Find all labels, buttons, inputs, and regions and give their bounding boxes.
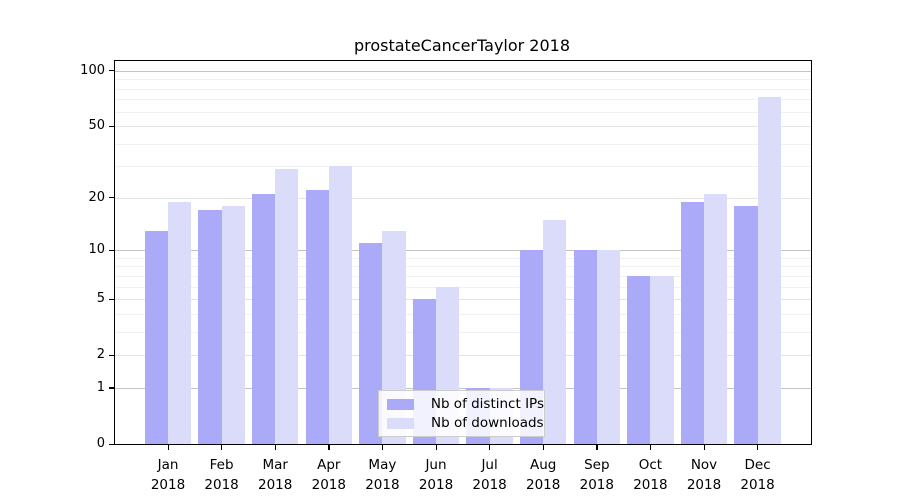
x-axis-tick-label: Aug 2018 bbox=[526, 457, 561, 493]
minor-gridline bbox=[115, 286, 811, 288]
x-axis-tick-label: Mar 2018 bbox=[258, 457, 293, 493]
bar-ips-may bbox=[359, 243, 383, 444]
legend-swatch-ips-icon bbox=[387, 398, 414, 410]
x-axis-tick-label: May 2018 bbox=[365, 457, 400, 493]
x-axis-tick-label: Jul 2018 bbox=[472, 457, 507, 493]
major-gridline bbox=[115, 126, 811, 127]
legend-label-ips: Nb of distinct IPs bbox=[430, 396, 544, 412]
y-axis-tick-label: 1 bbox=[96, 379, 105, 395]
x-axis-tick bbox=[596, 444, 598, 450]
x-axis-tick bbox=[381, 444, 384, 450]
x-axis-tick bbox=[542, 444, 544, 450]
legend: Nb of distinct IPs Nb of downloads bbox=[378, 390, 545, 437]
bar-ips-nov bbox=[680, 201, 704, 444]
minor-gridline bbox=[115, 79, 811, 81]
x-axis-tick bbox=[757, 444, 759, 450]
x-axis-tick-label: Apr 2018 bbox=[311, 457, 346, 493]
y-axis-tick-label: 20 bbox=[88, 189, 105, 205]
major-gridline bbox=[115, 355, 811, 357]
decade-gridline bbox=[115, 387, 811, 389]
y-axis-tick bbox=[109, 298, 115, 300]
y-axis-tick-label: 10 bbox=[88, 242, 105, 257]
y-axis-tick bbox=[109, 443, 115, 445]
x-axis-tick-label: Nov 2018 bbox=[686, 457, 722, 493]
y-axis-tick-label: 2 bbox=[96, 347, 105, 363]
x-axis-tick bbox=[274, 444, 276, 450]
y-axis-tick bbox=[109, 387, 115, 389]
bar-ips-oct bbox=[627, 275, 651, 444]
decade-gridline bbox=[115, 70, 811, 72]
x-axis-tick-label: Sep 2018 bbox=[579, 457, 614, 493]
minor-gridline bbox=[115, 166, 811, 168]
y-axis-tick bbox=[109, 125, 115, 127]
bar-ips-sep bbox=[573, 250, 597, 444]
bar-downloads-feb bbox=[221, 205, 245, 444]
minor-gridline bbox=[115, 331, 811, 333]
x-axis-tick-label: Dec 2018 bbox=[740, 457, 775, 493]
x-axis-tick bbox=[489, 444, 491, 450]
y-axis-tick-label: 5 bbox=[96, 291, 105, 307]
bar-ips-apr bbox=[305, 190, 329, 444]
bar-ips-dec bbox=[734, 205, 758, 444]
x-axis-tick-label: Feb 2018 bbox=[204, 457, 239, 493]
x-axis-tick bbox=[328, 444, 330, 450]
x-axis-tick bbox=[167, 444, 169, 450]
minor-gridline bbox=[115, 99, 811, 101]
minor-gridline bbox=[115, 266, 811, 268]
minor-gridline bbox=[115, 257, 811, 259]
y-axis-tick bbox=[109, 197, 115, 199]
bar-downloads-jan bbox=[168, 201, 192, 444]
legend-entry-ips: Nb of distinct IPs bbox=[379, 396, 544, 412]
y-axis-tick bbox=[109, 70, 115, 72]
y-axis-tick bbox=[109, 249, 115, 251]
legend-label-downloads: Nb of downloads bbox=[431, 415, 544, 431]
minor-gridline bbox=[115, 313, 811, 315]
minor-gridline bbox=[115, 275, 811, 277]
x-axis-tick bbox=[703, 444, 705, 450]
x-axis-tick-label: Jun 2018 bbox=[418, 457, 454, 493]
major-gridline bbox=[115, 299, 811, 301]
bar-downloads-nov bbox=[704, 194, 728, 444]
bar-downloads-dec bbox=[757, 97, 781, 444]
y-axis-tick bbox=[109, 354, 115, 356]
bar-ips-mar bbox=[251, 194, 276, 444]
y-axis-tick-label: 100 bbox=[80, 62, 105, 78]
bar-downloads-mar bbox=[275, 168, 299, 444]
x-axis-tick-label: Oct 2018 bbox=[633, 457, 668, 493]
x-axis-tick-label: Jan 2018 bbox=[150, 457, 186, 493]
legend-swatch-downloads-icon bbox=[387, 417, 414, 429]
minor-gridline bbox=[115, 88, 811, 90]
bar-downloads-aug bbox=[543, 219, 567, 444]
chart-title: prostateCancerTaylor 2018 bbox=[353, 36, 571, 55]
bar-downloads-oct bbox=[650, 275, 674, 444]
x-axis-tick bbox=[221, 444, 223, 450]
bar-downloads-sep bbox=[596, 250, 621, 444]
y-axis-tick-label: 50 bbox=[88, 118, 105, 133]
bar-ips-feb bbox=[198, 210, 222, 444]
plot-area: 0 1 2 5 10 20 50 100 Jan 2018 Feb 2018 Mar 2018 Apr 201… bbox=[80, 60, 812, 493]
y-axis-tick-label: 0 bbox=[96, 436, 105, 451]
minor-gridline bbox=[115, 143, 811, 145]
legend-entry-downloads: Nb of downloads bbox=[379, 415, 544, 431]
major-gridline bbox=[115, 197, 811, 199]
decade-gridline bbox=[115, 250, 811, 251]
x-axis-tick bbox=[649, 444, 652, 450]
bar-downloads-apr bbox=[328, 166, 353, 444]
minor-gridline bbox=[115, 111, 811, 113]
x-axis-tick bbox=[435, 444, 437, 450]
bar-ips-jan bbox=[144, 230, 168, 444]
